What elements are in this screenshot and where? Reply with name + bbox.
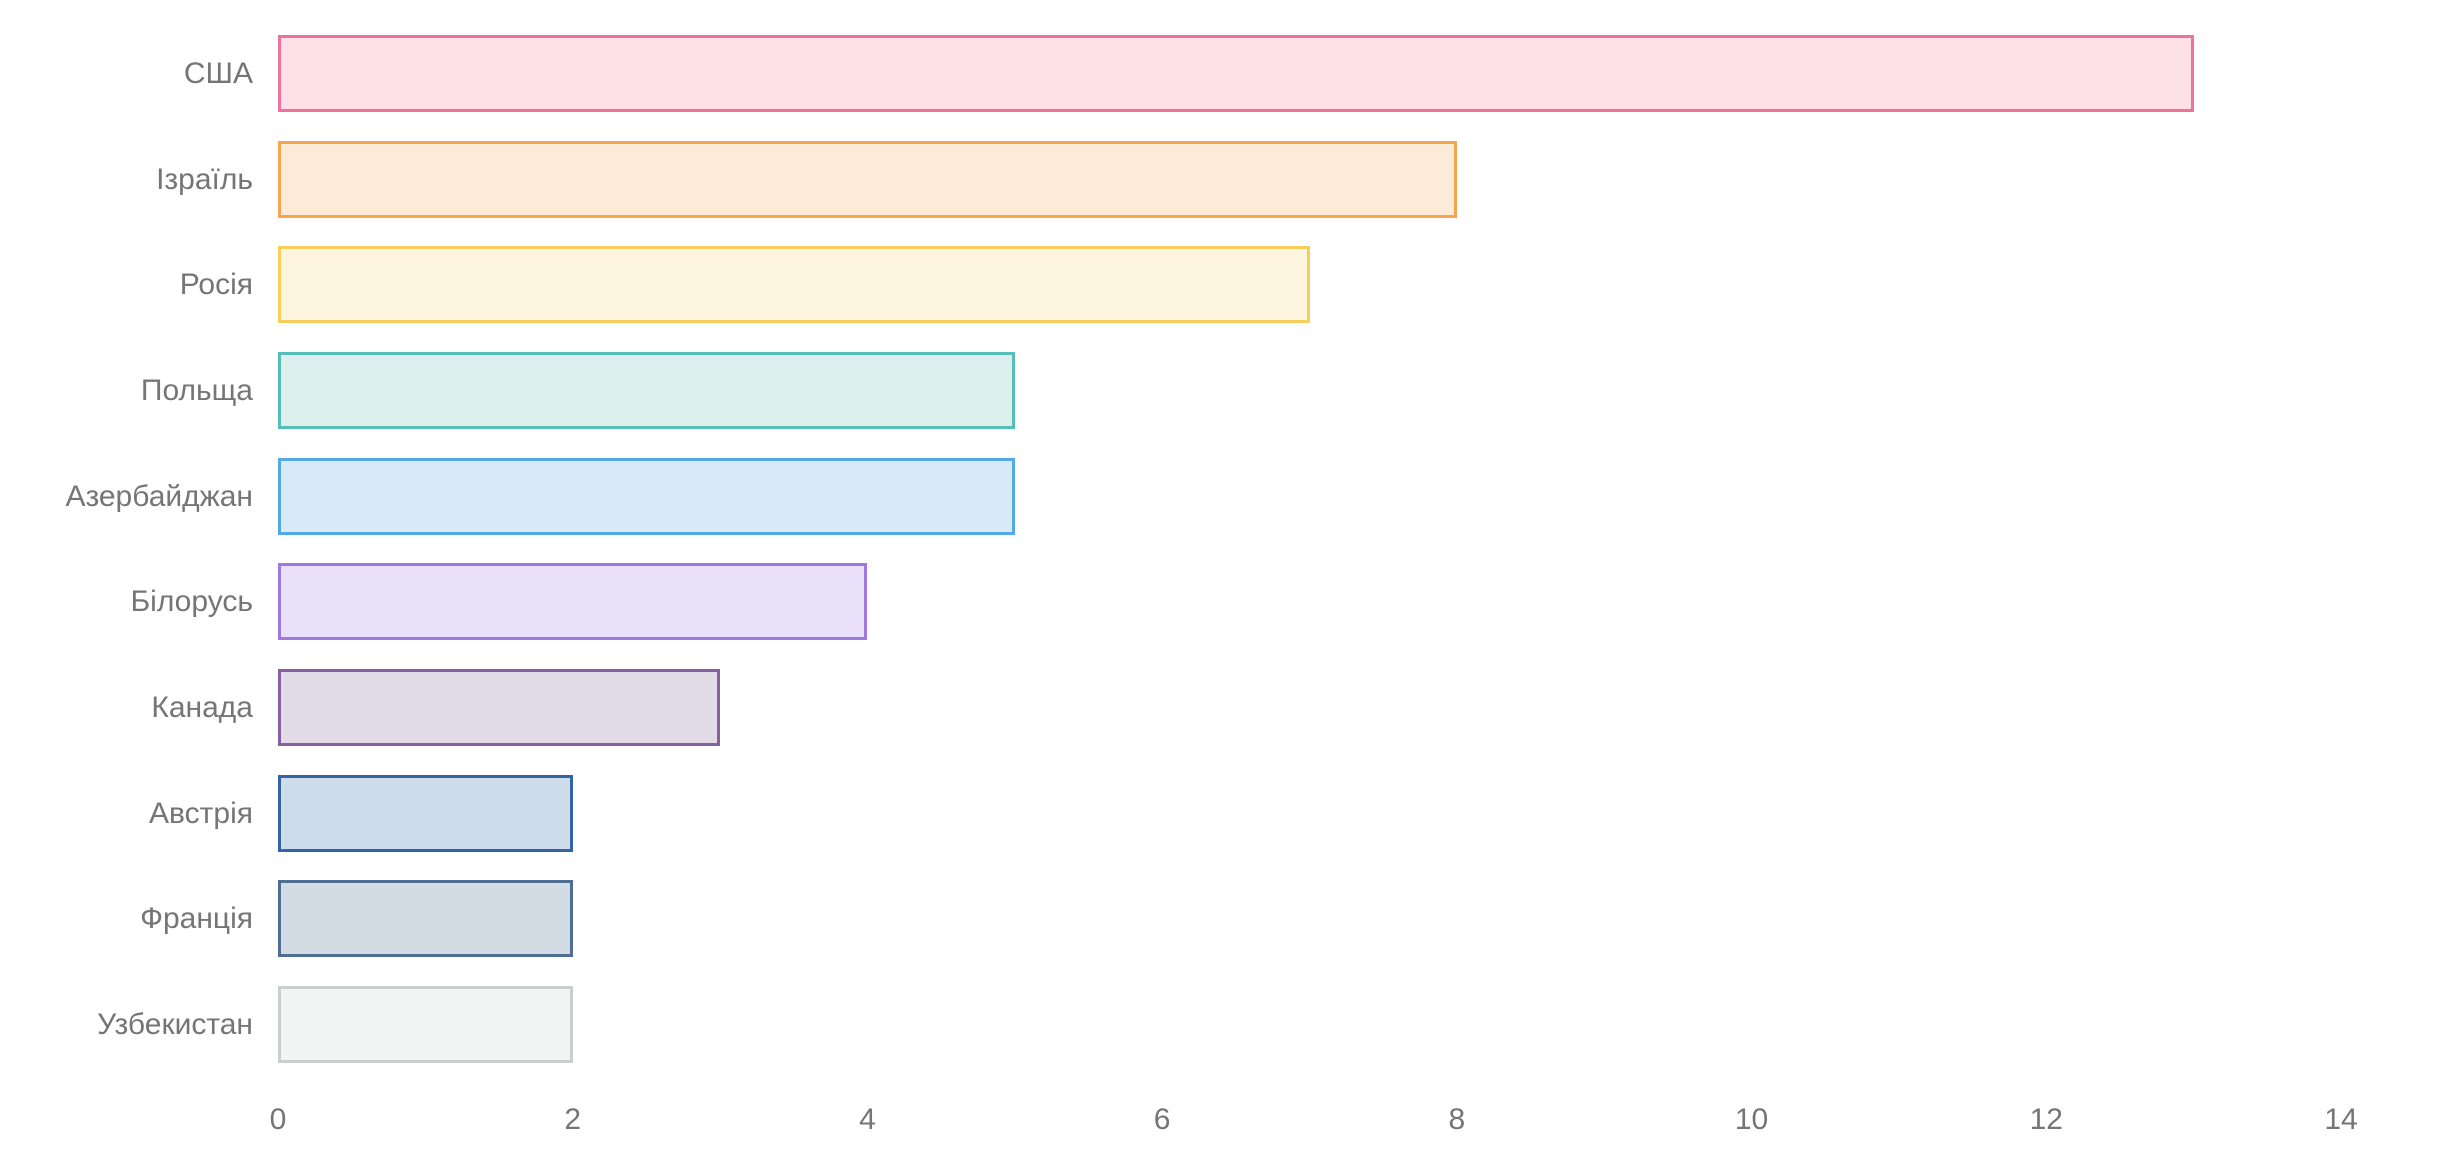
bar <box>278 246 1310 323</box>
x-tick-label: 8 <box>1448 1103 1466 1136</box>
bar <box>278 986 573 1063</box>
category-label: Канада <box>151 690 253 724</box>
bar-row: Австрія <box>0 775 2440 852</box>
bar-row: Ізраїль <box>0 141 2440 218</box>
bar <box>278 458 1015 535</box>
bar <box>278 141 1457 218</box>
category-label: Білорусь <box>130 584 253 618</box>
category-label: Ізраїль <box>156 162 253 196</box>
bar-row: Польща <box>0 352 2440 429</box>
x-tick-label: 14 <box>2324 1103 2358 1136</box>
x-tick-label: 2 <box>564 1103 582 1136</box>
x-tick-label: 12 <box>2029 1103 2063 1136</box>
category-label: Австрія <box>149 796 253 830</box>
x-tick-label: 6 <box>1153 1103 1171 1136</box>
category-label: Узбекистан <box>97 1007 253 1041</box>
bar <box>278 775 573 852</box>
category-label: Росія <box>179 267 253 301</box>
bar <box>278 352 1015 429</box>
bar-row: Білорусь <box>0 563 2440 640</box>
category-label: Франція <box>140 901 253 935</box>
bar-row: Канада <box>0 669 2440 746</box>
x-tick-label: 10 <box>1734 1103 1769 1136</box>
bar-row: Узбекистан <box>0 986 2440 1063</box>
x-tick-label: 4 <box>859 1103 876 1136</box>
bar <box>278 880 573 957</box>
bar-row: Франція <box>0 880 2440 957</box>
bar <box>278 35 2194 112</box>
bar-row: США <box>0 35 2440 112</box>
category-label: США <box>183 56 253 90</box>
category-label: Азербайджан <box>65 479 253 513</box>
bar <box>278 669 720 746</box>
bar-row: Азербайджан <box>0 458 2440 535</box>
bar-row: Росія <box>0 246 2440 323</box>
bar <box>278 563 867 640</box>
x-tick-label: 0 <box>269 1103 287 1136</box>
category-label: Польща <box>140 373 253 407</box>
